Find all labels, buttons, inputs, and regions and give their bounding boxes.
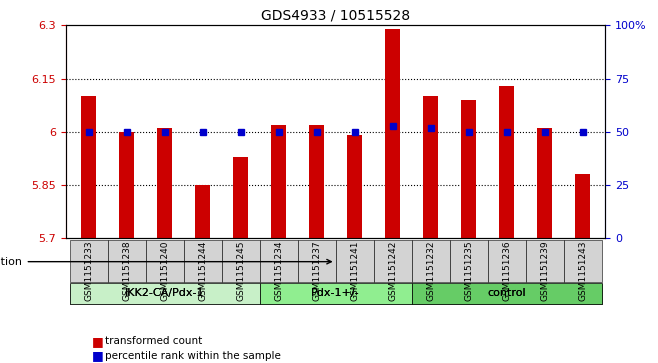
Text: GSM1151239: GSM1151239 xyxy=(540,241,549,302)
Text: GSM1151235: GSM1151235 xyxy=(464,241,473,302)
Text: GSM1151237: GSM1151237 xyxy=(312,241,321,302)
Bar xyxy=(537,129,552,238)
Bar xyxy=(423,97,438,238)
Text: GSM1151245: GSM1151245 xyxy=(236,241,245,301)
FancyBboxPatch shape xyxy=(260,284,411,304)
Text: GSM1151242: GSM1151242 xyxy=(388,241,397,301)
Bar xyxy=(195,185,210,238)
FancyBboxPatch shape xyxy=(411,240,449,282)
FancyBboxPatch shape xyxy=(145,240,184,282)
FancyBboxPatch shape xyxy=(411,283,601,304)
Bar xyxy=(119,132,134,238)
Text: Pdx-1+/-: Pdx-1+/- xyxy=(311,288,360,298)
Bar xyxy=(347,135,362,238)
FancyBboxPatch shape xyxy=(108,240,145,282)
FancyBboxPatch shape xyxy=(184,240,222,282)
FancyBboxPatch shape xyxy=(563,240,601,282)
Bar xyxy=(461,100,476,238)
FancyBboxPatch shape xyxy=(411,284,601,304)
Text: IKK2-CA/Pdx-1: IKK2-CA/Pdx-1 xyxy=(125,288,205,298)
Bar xyxy=(81,97,96,238)
Title: GDS4933 / 10515528: GDS4933 / 10515528 xyxy=(261,9,410,23)
FancyBboxPatch shape xyxy=(70,240,108,282)
FancyBboxPatch shape xyxy=(449,240,488,282)
Bar xyxy=(575,175,590,238)
FancyBboxPatch shape xyxy=(336,240,374,282)
Text: GSM1151234: GSM1151234 xyxy=(274,241,283,301)
Text: ■: ■ xyxy=(92,349,104,362)
FancyBboxPatch shape xyxy=(70,284,260,304)
FancyBboxPatch shape xyxy=(297,240,336,282)
Text: IKK2-CA/Pdx-1: IKK2-CA/Pdx-1 xyxy=(125,288,205,298)
Bar xyxy=(271,125,286,238)
Text: GSM1151240: GSM1151240 xyxy=(160,241,169,301)
Text: GSM1151233: GSM1151233 xyxy=(84,241,93,302)
FancyBboxPatch shape xyxy=(222,240,260,282)
Text: ■: ■ xyxy=(92,335,104,348)
Text: Pdx-1+/-: Pdx-1+/- xyxy=(311,288,360,298)
Text: GSM1151232: GSM1151232 xyxy=(426,241,435,301)
FancyBboxPatch shape xyxy=(488,240,526,282)
Text: control: control xyxy=(488,288,526,298)
Bar xyxy=(309,125,324,238)
Text: GSM1151238: GSM1151238 xyxy=(122,241,131,302)
FancyBboxPatch shape xyxy=(70,283,260,304)
Text: GSM1151244: GSM1151244 xyxy=(198,241,207,301)
Text: GSM1151236: GSM1151236 xyxy=(502,241,511,302)
Bar xyxy=(385,29,400,238)
FancyBboxPatch shape xyxy=(374,240,411,282)
Bar xyxy=(499,86,514,238)
FancyBboxPatch shape xyxy=(526,240,563,282)
Text: GSM1151243: GSM1151243 xyxy=(578,241,587,301)
Text: genotype/variation: genotype/variation xyxy=(0,257,331,267)
FancyBboxPatch shape xyxy=(260,240,297,282)
Bar xyxy=(157,129,172,238)
Text: transformed count: transformed count xyxy=(105,336,203,346)
Text: GSM1151241: GSM1151241 xyxy=(350,241,359,301)
Text: control: control xyxy=(488,288,526,298)
Bar xyxy=(233,157,248,238)
Text: percentile rank within the sample: percentile rank within the sample xyxy=(105,351,281,361)
FancyBboxPatch shape xyxy=(260,283,411,304)
